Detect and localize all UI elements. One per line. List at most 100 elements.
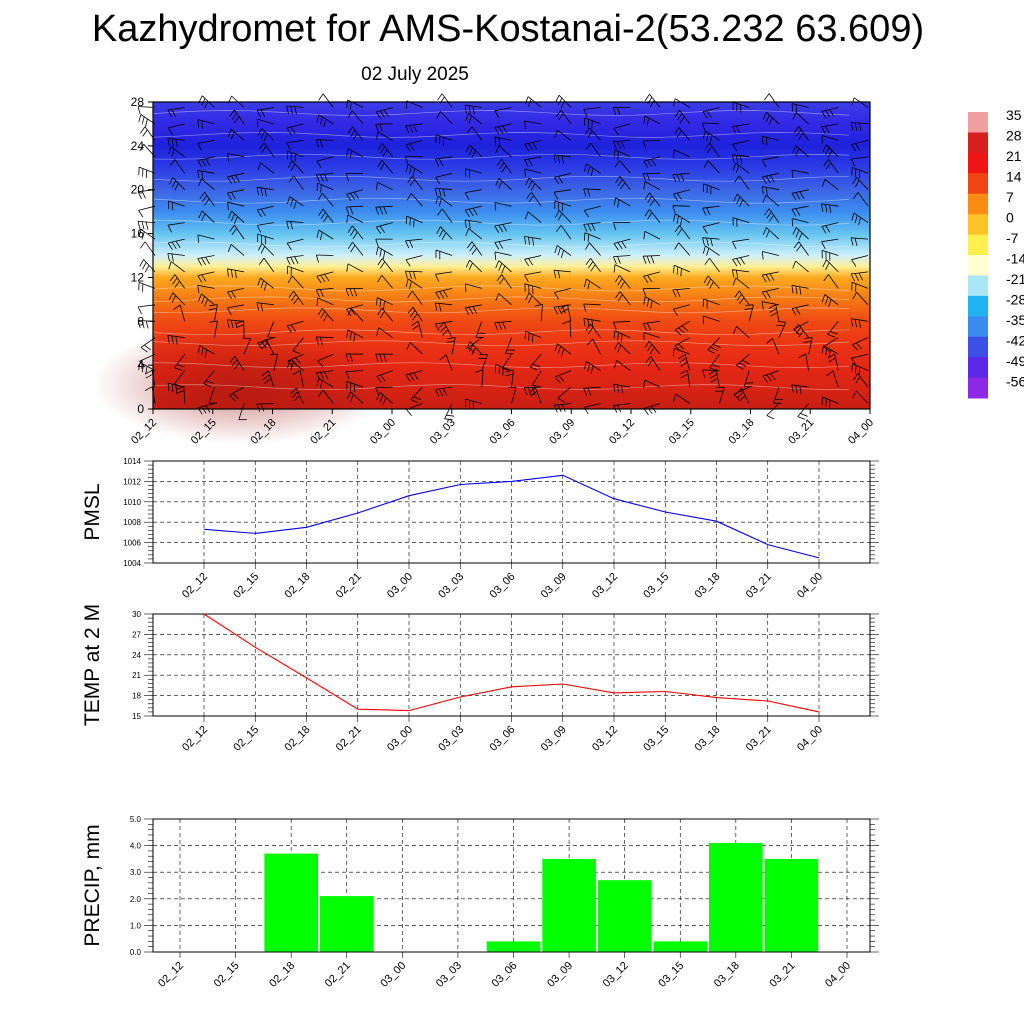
wind-barb xyxy=(555,94,572,109)
wind-barb xyxy=(434,302,453,312)
wind-barb xyxy=(494,364,512,376)
wind-barb xyxy=(258,257,275,273)
wind-barb xyxy=(707,337,721,354)
wind-barb xyxy=(645,356,661,371)
wind-barb xyxy=(346,304,364,317)
wind-barb xyxy=(345,353,364,362)
wind-barb xyxy=(852,373,869,388)
wind-barb xyxy=(761,288,779,300)
wind-barb xyxy=(613,123,631,136)
wind-barb xyxy=(583,107,601,117)
wind-barb xyxy=(347,126,364,141)
wind-barb xyxy=(792,260,809,273)
wind-barb xyxy=(315,288,334,298)
wind-barb xyxy=(198,293,215,307)
wind-barb xyxy=(257,277,275,291)
wind-barb xyxy=(347,308,364,322)
contour-line xyxy=(152,219,850,226)
wind-barb xyxy=(347,225,364,240)
wind-barb xyxy=(168,177,185,191)
colorbar-label: -42 xyxy=(1006,333,1024,349)
wind-barb xyxy=(792,145,809,158)
x-tick-label: 03_15 xyxy=(641,724,671,754)
wind-barb xyxy=(197,119,215,129)
x-tick-label: 02_12 xyxy=(180,571,210,601)
wind-barb xyxy=(731,154,750,164)
wind-barb xyxy=(709,353,720,371)
colorbar-label: -49 xyxy=(1006,353,1024,369)
wind-barb xyxy=(761,156,779,168)
pmsl-panel: 1004 1006 1008 1010 1012 1014 02_12 02_15 02_18 0… xyxy=(81,457,879,601)
wind-barb xyxy=(791,169,809,179)
wind-barb xyxy=(405,155,423,164)
colorbar-swatch xyxy=(968,316,988,338)
wind-barb xyxy=(261,370,275,388)
wind-barb xyxy=(643,115,661,126)
y-tick-label: 18 xyxy=(132,692,141,701)
wind-barb xyxy=(643,379,661,388)
wind-barb xyxy=(643,230,661,240)
wind-barb xyxy=(466,126,483,141)
wind-barb xyxy=(167,138,185,148)
wind-barb xyxy=(583,318,601,328)
wind-barb xyxy=(823,159,839,174)
wind-barb xyxy=(256,107,274,118)
wind-barb xyxy=(436,111,453,125)
wind-barb xyxy=(673,213,691,226)
x-tick-label: 02_21 xyxy=(334,571,364,601)
y-tick-label: 27 xyxy=(132,630,141,639)
wind-barb xyxy=(168,146,185,158)
precip-bar xyxy=(264,853,318,952)
wind-barb xyxy=(286,140,304,150)
y-tick-label: 16 xyxy=(131,227,145,241)
wind-barb xyxy=(791,304,809,316)
wind-barb xyxy=(585,127,601,141)
wind-barb xyxy=(316,297,334,307)
colorbar-swatch xyxy=(968,112,988,133)
wind-barb xyxy=(434,386,453,397)
x-tick-label: 03_03 xyxy=(436,724,466,754)
wind-barb xyxy=(227,201,245,211)
colorbar-label: -21 xyxy=(1006,271,1024,287)
x-tick-label: 03_00 xyxy=(378,960,408,990)
wind-barb xyxy=(494,320,512,331)
wind-barb xyxy=(673,149,690,158)
wind-barb xyxy=(464,205,482,218)
wind-barb xyxy=(169,159,186,174)
wind-barb xyxy=(674,110,691,125)
colorbar-swatch xyxy=(968,193,988,215)
wind-barb xyxy=(762,251,779,260)
x-tick-label: 03_09 xyxy=(547,417,577,447)
wind-barb xyxy=(761,172,779,184)
wind-barb xyxy=(529,353,542,371)
wind-barb xyxy=(733,326,750,338)
y-axis-label: PMSL xyxy=(81,483,104,540)
wind-barb xyxy=(584,232,601,243)
wind-barb xyxy=(850,237,869,246)
x-tick-label: 03_12 xyxy=(607,417,637,447)
wind-barb xyxy=(495,178,512,190)
wind-barb xyxy=(642,320,661,331)
x-tick-label: 03_06 xyxy=(488,724,518,754)
colorbar-swatch xyxy=(968,377,988,399)
wind-barb xyxy=(613,255,631,265)
wind-barb xyxy=(405,215,423,228)
wind-barb xyxy=(524,120,542,130)
y-tick-label: 21 xyxy=(132,671,141,680)
wind-barb xyxy=(209,320,218,338)
wind-barb xyxy=(346,329,364,342)
colorbar-label: -7 xyxy=(1006,230,1019,246)
wind-barb xyxy=(315,139,334,148)
wind-barb xyxy=(614,275,631,289)
wind-barb xyxy=(446,337,456,355)
wind-barb xyxy=(736,353,750,370)
wind-barb xyxy=(346,381,364,393)
y-tick-label: 15 xyxy=(132,712,141,721)
colorbar-swatch xyxy=(968,152,988,174)
wind-barb xyxy=(524,140,542,152)
wind-barb xyxy=(553,154,571,164)
wind-barb xyxy=(375,238,393,247)
wind-barb xyxy=(475,321,486,338)
wind-barb xyxy=(735,388,750,404)
wind-barb xyxy=(227,304,245,316)
